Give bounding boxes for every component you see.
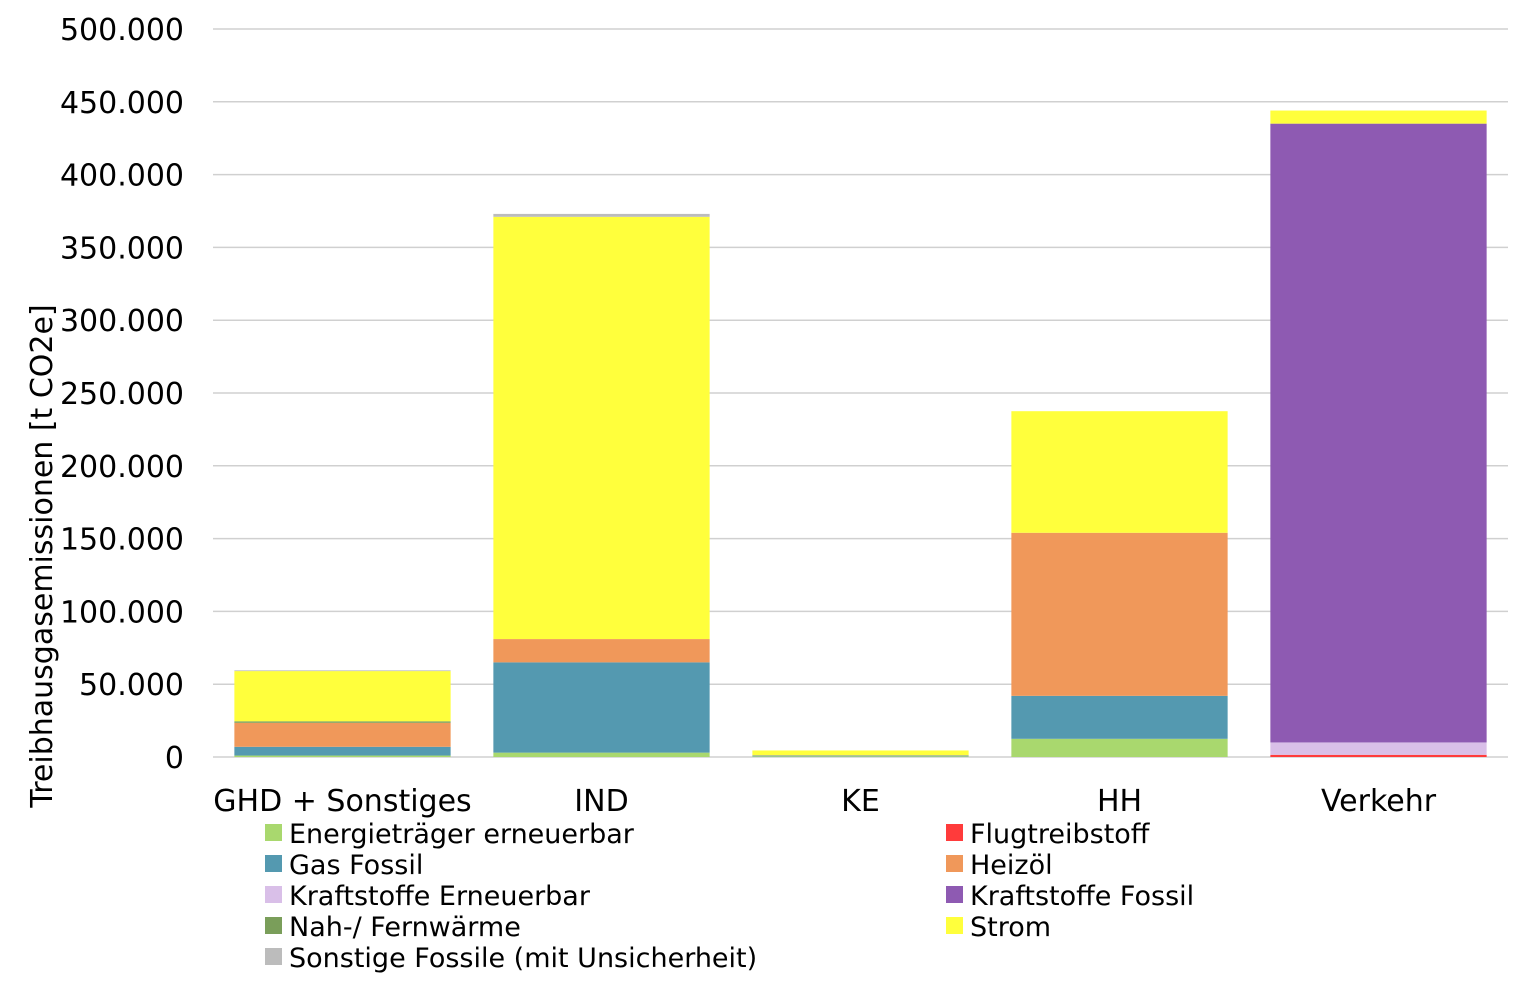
bar-segment xyxy=(1011,532,1228,696)
legend-label: Heizöl xyxy=(970,850,1053,881)
x-tick-label: HH xyxy=(1097,784,1142,819)
bar-segment xyxy=(493,662,710,753)
y-tick-label: 0 xyxy=(165,741,184,776)
y-tick-label: 350.000 xyxy=(60,231,184,266)
legend-swatch xyxy=(946,824,963,841)
legend-label: Kraftstoffe Erneuerbar xyxy=(289,881,591,912)
y-tick-label: 150.000 xyxy=(60,523,184,558)
bar-segment xyxy=(1011,738,1228,757)
y-tick-label: 100.000 xyxy=(60,595,184,630)
bar-segment xyxy=(493,639,710,663)
x-tick-label: GHD + Sonstiges xyxy=(213,784,471,819)
y-tick-label: 300.000 xyxy=(60,304,184,339)
bar-segment xyxy=(1011,411,1228,533)
x-tick-label: Verkehr xyxy=(1321,784,1437,819)
legend-label: Energieträger erneuerbar xyxy=(289,819,635,850)
y-axis-label: Treibhausgasemissionen [t CO2e] xyxy=(25,304,60,808)
bar-segment xyxy=(1270,123,1487,743)
bars xyxy=(234,110,1487,757)
y-tick-label: 200.000 xyxy=(60,450,184,485)
legend-swatch xyxy=(946,855,963,872)
x-axis-ticks: GHD + Sonstiges IND KE HH Verkehr xyxy=(213,784,1436,819)
legend-label: Strom xyxy=(970,912,1051,943)
bar-segment xyxy=(752,750,969,756)
legend-swatch xyxy=(265,824,282,841)
legend-label: Kraftstoffe Fossil xyxy=(970,881,1194,912)
y-tick-label: 500.000 xyxy=(60,13,184,48)
y-axis-ticks: 0 50.000 100.000 150.000 200.000 250.000 300.0… xyxy=(60,13,184,776)
legend: Energieträger erneuerbar Flugtreibstoff Ga… xyxy=(265,819,1194,974)
legend-swatch xyxy=(265,948,282,965)
y-tick-label: 450.000 xyxy=(60,86,184,121)
y-tick-label: 250.000 xyxy=(60,377,184,412)
bar-segment xyxy=(1270,754,1487,757)
legend-swatch xyxy=(265,917,282,934)
bar-segment xyxy=(752,756,969,757)
bar-segment xyxy=(234,755,451,757)
bar-segment xyxy=(1270,742,1487,755)
legend-swatch xyxy=(265,886,282,903)
x-tick-label: KE xyxy=(841,784,880,819)
bar-segment xyxy=(234,670,451,672)
bar-segment xyxy=(234,722,451,747)
legend-label: Gas Fossil xyxy=(289,850,423,881)
bar-segment xyxy=(234,721,451,723)
bar-segment xyxy=(493,752,710,757)
y-tick-label: 400.000 xyxy=(60,159,184,194)
bar-segment xyxy=(1011,695,1228,739)
legend-swatch xyxy=(946,886,963,903)
bar-segment xyxy=(234,746,451,756)
bar-segment xyxy=(493,216,710,640)
y-tick-label: 50.000 xyxy=(79,668,184,703)
legend-label: Sonstige Fossile (mit Unsicherheit) xyxy=(289,943,757,974)
legend-swatch xyxy=(265,855,282,872)
legend-swatch xyxy=(946,917,963,934)
legend-label: Flugtreibstoff xyxy=(970,819,1151,850)
bar-segment xyxy=(752,755,969,757)
bar-segment xyxy=(493,213,710,217)
legend-label: Nah-/ Fernwärme xyxy=(289,912,521,943)
bar-segment xyxy=(1270,110,1487,124)
bar-segment xyxy=(234,671,451,722)
x-tick-label: IND xyxy=(574,784,628,819)
